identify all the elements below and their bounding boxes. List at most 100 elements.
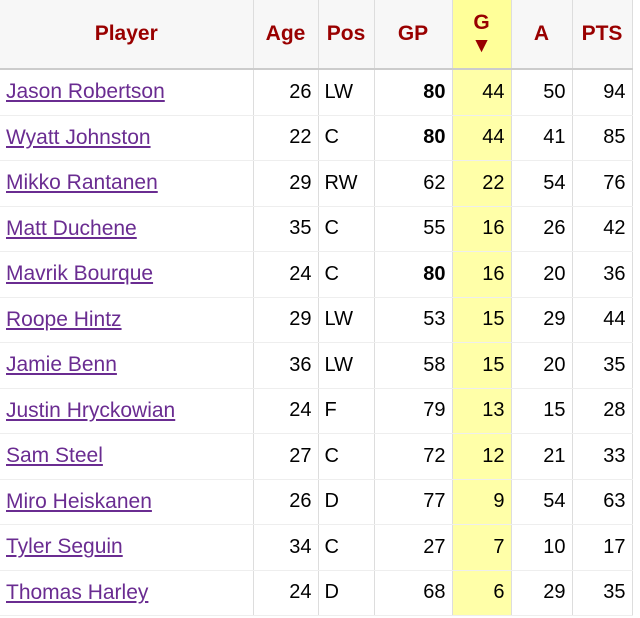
age-cell: 27 xyxy=(253,433,319,480)
player-cell: Sam Steel xyxy=(0,433,254,480)
g-cell: 7 xyxy=(452,524,512,571)
g-cell: 12 xyxy=(452,433,512,480)
pos-cell: D xyxy=(318,570,375,616)
player-link[interactable]: Mikko Rantanen xyxy=(6,171,158,195)
player-cell: Mavrik Bourque xyxy=(0,251,254,298)
g-cell: 13 xyxy=(452,388,512,434)
age-cell: 24 xyxy=(253,570,319,616)
pos-cell: C xyxy=(318,433,375,480)
gp-cell: 55 xyxy=(374,206,453,252)
player-cell: Jason Robertson xyxy=(0,69,254,116)
pos-cell: F xyxy=(318,388,375,434)
g-cell: 6 xyxy=(452,570,512,616)
header-label: Pos xyxy=(326,22,366,46)
column-header[interactable]: Player xyxy=(0,0,254,70)
player-cell: Jamie Benn xyxy=(0,342,254,389)
gp-cell: 80 xyxy=(374,69,453,116)
player-cell: Tyler Seguin xyxy=(0,524,254,571)
column-header[interactable]: Pos xyxy=(318,0,375,70)
pts-cell: 28 xyxy=(572,388,633,434)
gp-cell: 80 xyxy=(374,251,453,298)
g-cell: 16 xyxy=(452,206,512,252)
table-row: Miro Heiskanen 26 D 77 9 54 63 xyxy=(0,479,633,525)
a-cell: 15 xyxy=(511,388,573,434)
a-cell: 54 xyxy=(511,160,573,207)
gp-cell: 68 xyxy=(374,570,453,616)
age-cell: 24 xyxy=(253,388,319,434)
age-cell: 26 xyxy=(253,69,319,116)
player-link[interactable]: Miro Heiskanen xyxy=(6,489,152,513)
header-label: Age xyxy=(265,22,306,46)
gp-cell: 53 xyxy=(374,297,453,343)
player-link[interactable]: Roope Hintz xyxy=(6,307,122,331)
gp-cell: 80 xyxy=(374,115,453,161)
g-cell: 22 xyxy=(452,160,512,207)
a-cell: 41 xyxy=(511,115,573,161)
g-cell: 44 xyxy=(452,69,512,116)
g-cell: 9 xyxy=(452,479,512,525)
player-link[interactable]: Tyler Seguin xyxy=(6,535,123,559)
player-link[interactable]: Justin Hryckowian xyxy=(6,398,176,422)
table-header: Player Age Pos GP G ▼ A PTS xyxy=(0,0,633,70)
g-cell: 44 xyxy=(452,115,512,161)
header-label: PTS xyxy=(581,22,623,46)
pos-cell: C xyxy=(318,206,375,252)
age-cell: 36 xyxy=(253,342,319,389)
pts-cell: 94 xyxy=(572,69,633,116)
player-cell: Thomas Harley xyxy=(0,570,254,616)
player-link[interactable]: Sam Steel xyxy=(6,444,103,468)
column-header[interactable]: PTS xyxy=(572,0,633,70)
player-link[interactable]: Wyatt Johnston xyxy=(6,125,151,149)
header-label: G xyxy=(473,10,490,34)
pts-cell: 33 xyxy=(572,433,633,480)
table-row: Jason Robertson 26 LW 80 44 50 94 xyxy=(0,69,633,116)
age-cell: 22 xyxy=(253,115,319,161)
column-header[interactable]: G ▼ xyxy=(452,0,512,70)
a-cell: 21 xyxy=(511,433,573,480)
column-header[interactable]: GP xyxy=(374,0,453,70)
table-body: Jason Robertson 26 LW 80 44 50 94 Wyatt Johnsto… xyxy=(0,69,633,616)
player-cell: Matt Duchene xyxy=(0,206,254,252)
table-row: Justin Hryckowian 24 F 79 13 15 28 xyxy=(0,388,633,434)
column-header[interactable]: Age xyxy=(253,0,319,70)
table-row: Roope Hintz 29 LW 53 15 29 44 xyxy=(0,297,633,343)
player-link[interactable]: Jason Robertson xyxy=(6,80,165,104)
a-cell: 29 xyxy=(511,570,573,616)
table-row: Mavrik Bourque 24 C 80 16 20 36 xyxy=(0,251,633,298)
player-link[interactable]: Matt Duchene xyxy=(6,216,137,240)
pts-cell: 63 xyxy=(572,479,633,525)
player-link[interactable]: Jamie Benn xyxy=(6,353,117,377)
player-cell: Justin Hryckowian xyxy=(0,388,254,434)
column-header[interactable]: A xyxy=(511,0,573,70)
pts-cell: 85 xyxy=(572,115,633,161)
a-cell: 54 xyxy=(511,479,573,525)
gp-cell: 62 xyxy=(374,160,453,207)
age-cell: 26 xyxy=(253,479,319,525)
age-cell: 24 xyxy=(253,251,319,298)
age-cell: 29 xyxy=(253,160,319,207)
age-cell: 35 xyxy=(253,206,319,252)
gp-cell: 72 xyxy=(374,433,453,480)
gp-cell: 27 xyxy=(374,524,453,571)
player-cell: Roope Hintz xyxy=(0,297,254,343)
player-link[interactable]: Thomas Harley xyxy=(6,580,149,604)
pts-cell: 76 xyxy=(572,160,633,207)
player-cell: Wyatt Johnston xyxy=(0,115,254,161)
header-label: GP xyxy=(397,22,429,46)
g-cell: 16 xyxy=(452,251,512,298)
table-row: Tyler Seguin 34 C 27 7 10 17 xyxy=(0,524,633,571)
pos-cell: LW xyxy=(318,69,375,116)
player-cell: Miro Heiskanen xyxy=(0,479,254,525)
table-row: Mikko Rantanen 29 RW 62 22 54 76 xyxy=(0,160,633,207)
pos-cell: C xyxy=(318,115,375,161)
player-link[interactable]: Mavrik Bourque xyxy=(6,262,154,286)
header-row: Player Age Pos GP G ▼ A PTS xyxy=(0,0,633,70)
pts-cell: 17 xyxy=(572,524,633,571)
sort-indicator: ▼ xyxy=(471,34,492,57)
a-cell: 26 xyxy=(511,206,573,252)
pos-cell: C xyxy=(318,524,375,571)
a-cell: 20 xyxy=(511,342,573,389)
table-row: Sam Steel 27 C 72 12 21 33 xyxy=(0,433,633,480)
